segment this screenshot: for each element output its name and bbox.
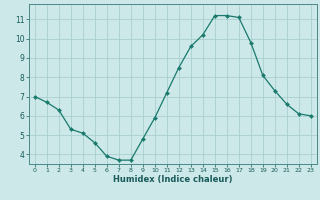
X-axis label: Humidex (Indice chaleur): Humidex (Indice chaleur) xyxy=(113,175,233,184)
